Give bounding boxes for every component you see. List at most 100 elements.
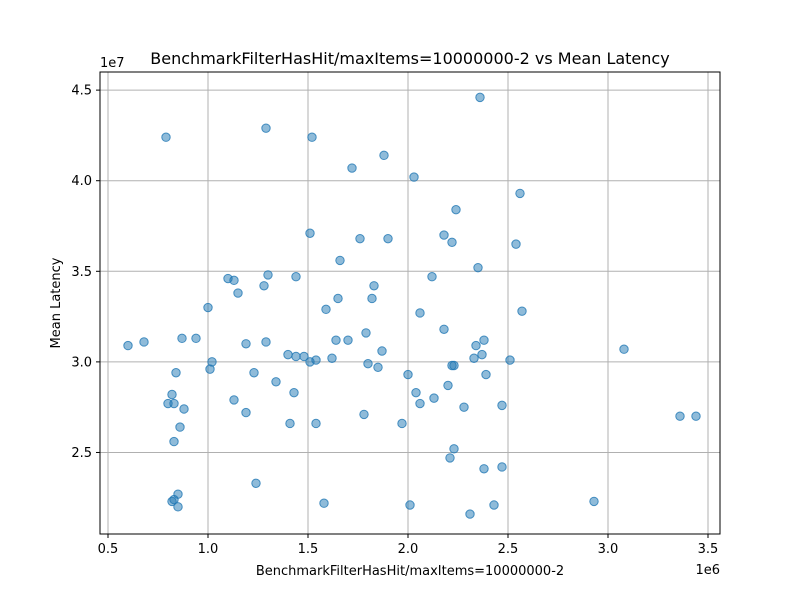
data-point [427,272,437,282]
data-point [403,369,413,380]
data-point [459,402,469,412]
data-point [397,418,407,429]
data-point [175,422,185,432]
data-point [469,353,479,363]
data-point [177,333,187,344]
x-tick-label: 1.5 [298,542,319,557]
data-point [261,337,271,347]
data-point [283,349,293,360]
data-point [497,400,507,411]
data-point [173,489,183,499]
data-point [589,496,599,507]
data-point [447,237,457,248]
data-point [363,358,373,369]
data-point [445,453,455,463]
data-point [691,411,701,421]
data-point [475,92,485,103]
data-point [291,351,301,362]
data-point [477,349,487,360]
data-point [479,335,489,345]
data-point [333,293,343,304]
y-tick-label: 3.0 [71,355,92,370]
data-point [299,351,309,362]
data-point [367,293,377,304]
data-point [449,360,459,371]
chart-title: BenchmarkFilterHasHit/maxItems=10000000-… [150,49,669,68]
data-point [511,239,521,249]
data-point [383,233,393,244]
data-point [311,355,321,365]
data-point [169,436,179,447]
y-tick-label: 4.0 [71,174,92,189]
data-point [471,340,481,351]
data-point [479,464,489,474]
data-point [123,340,133,351]
data-point [307,132,317,142]
y-axis-label: Mean Latency [49,257,64,348]
data-point [497,462,507,472]
x-tick-label: 0.5 [98,542,119,557]
data-point [473,262,483,273]
y-tick-label: 3.5 [71,265,92,280]
data-point [139,337,149,347]
data-point [465,509,475,519]
x-axis-offset-label: 1e6 [695,563,720,578]
data-point [271,377,281,387]
data-point [327,353,337,363]
data-point [311,418,321,429]
data-point [331,335,341,345]
data-point [233,288,243,298]
data-point [241,339,251,349]
data-point [261,123,271,133]
data-point [169,398,179,409]
data-point [171,368,181,378]
x-tick-label: 1.0 [198,542,219,557]
data-points [123,92,701,519]
x-tick-label: 2.5 [498,542,519,557]
data-point [161,132,171,142]
data-point [347,163,357,173]
data-point [359,409,369,420]
data-point [263,270,273,280]
grid-lines [100,72,720,534]
data-point [451,204,461,215]
data-point [481,369,491,380]
data-point [517,306,527,316]
data-point [207,357,217,367]
data-point [429,393,439,403]
data-point [251,478,261,488]
data-point [179,404,189,414]
data-point [619,344,629,354]
x-axis-label: BenchmarkFilterHasHit/maxItems=10000000-… [256,564,564,579]
data-point [675,411,685,421]
data-point [229,275,239,286]
data-point [343,335,353,345]
data-point [191,333,201,344]
data-point [173,502,183,512]
data-point [415,308,425,318]
data-point [361,328,371,338]
data-point [291,272,301,282]
data-point [369,281,379,291]
data-point [439,324,449,334]
data-point [203,302,213,313]
data-point [489,500,499,510]
x-tick-label: 3.5 [698,542,719,557]
data-point [411,387,421,398]
data-point [285,418,295,429]
y-tick-label: 4.5 [71,84,92,99]
data-point [289,387,299,398]
x-tick-label: 3.0 [598,542,619,557]
data-point [319,498,329,508]
data-point [379,150,389,161]
data-point [335,255,345,266]
data-point [505,355,515,365]
data-point [409,172,419,182]
plot-frame [99,71,721,535]
data-point [305,228,315,238]
data-point [321,304,331,315]
data-point [167,389,177,400]
data-point [229,395,239,405]
y-axis-offset-label: 1e7 [100,56,125,71]
data-point [241,407,251,418]
